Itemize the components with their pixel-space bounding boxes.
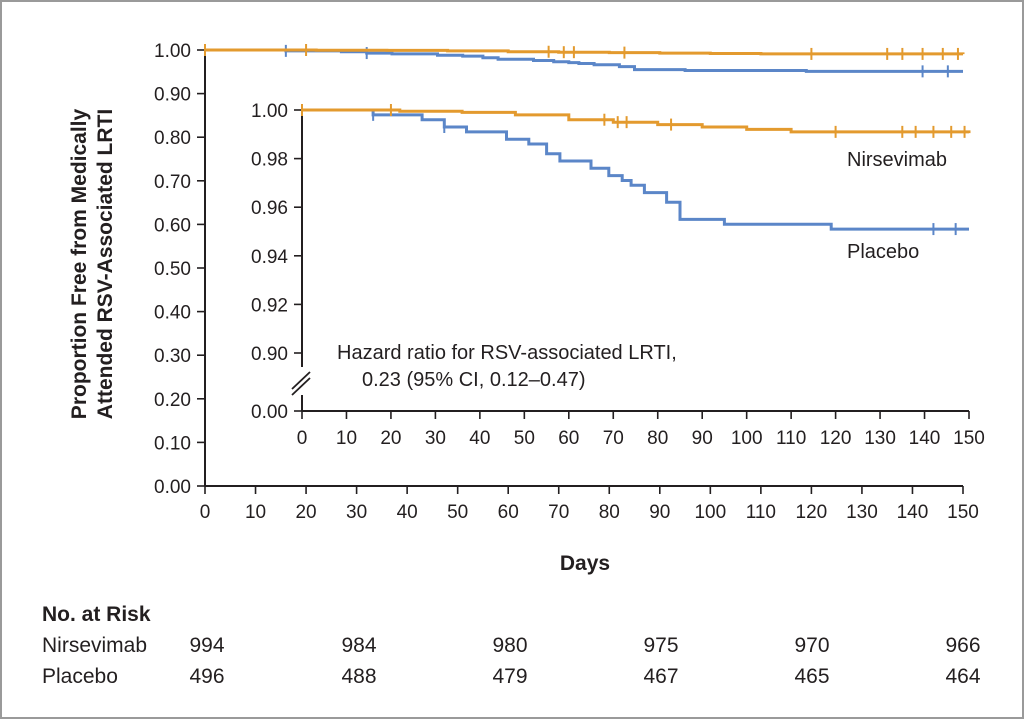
- inset-x-tick-label: 30: [425, 428, 446, 449]
- inset-y-tick-label: 0.98: [251, 150, 288, 171]
- inset-x-tick-label: 110: [776, 428, 806, 449]
- main-x-tick-label: 50: [447, 502, 468, 523]
- series-label-placebo: Placebo: [847, 241, 919, 263]
- axis-break-mark: [291, 371, 311, 390]
- risk-table-title: No. at Risk: [42, 603, 151, 626]
- inset-y-tick-label: 0.96: [251, 198, 288, 219]
- risk-cell: 966: [945, 634, 980, 657]
- risk-table: No. at Risk Nirsevimab 994 984 980 975 970 966…: [42, 603, 981, 688]
- main-x-tick-label: 110: [746, 502, 776, 523]
- main-x-tick-label: 80: [599, 502, 620, 523]
- main-curve-nirsevimab: [205, 48, 965, 56]
- main-axes: 0.00 0.10 0.20 0.30 0.40 0.50 0.60 0.70 0.80 0.90…: [154, 41, 979, 523]
- main-y-tick-label: 0.80: [154, 128, 191, 149]
- inset-x-tick-label: 80: [647, 428, 668, 449]
- main-x-tick-label: 20: [295, 502, 316, 523]
- inset-x-tick-label: 130: [864, 428, 896, 449]
- main-y-tick-label: 0.50: [154, 259, 191, 280]
- axis-break-mark: [291, 377, 311, 396]
- inset-curves: [301, 104, 971, 236]
- risk-cell: 980: [492, 634, 527, 657]
- hazard-ratio-line1: Hazard ratio for RSV-associated LRTI,: [337, 342, 677, 364]
- risk-cell: 975: [643, 634, 678, 657]
- inset-axes: 1.00 0.98 0.96 0.94 0.92 0.90 0.00 0 10 20 30 40 50 6…: [251, 101, 985, 449]
- inset-y-tick-label: 0.90: [251, 344, 288, 365]
- main-y-tick-label: 0.20: [154, 390, 191, 411]
- main-x-tick-label: 60: [498, 502, 519, 523]
- inset-x-tick-label: 140: [909, 428, 941, 449]
- main-x-tick-label: 30: [346, 502, 367, 523]
- main-y-tick-label: 0.70: [154, 172, 191, 193]
- main-curves: [204, 44, 965, 78]
- main-x-tick-label: 90: [649, 502, 670, 523]
- inset-y-tick-label: 1.00: [251, 101, 288, 122]
- inset-curve-nirsevimab: [302, 108, 971, 134]
- main-x-tick-label: 120: [796, 502, 828, 523]
- main-x-tick-label: 100: [694, 502, 726, 523]
- main-x-tick-label: 10: [245, 502, 266, 523]
- risk-cell: 464: [945, 665, 980, 688]
- x-axis-title: Days: [560, 552, 610, 575]
- main-x-tick-label: 150: [947, 502, 979, 523]
- inset-x-tick-label: 90: [692, 428, 713, 449]
- series-label-nirsevimab: Nirsevimab: [847, 149, 947, 171]
- risk-cell: 479: [492, 665, 527, 688]
- main-x-tick-label: 40: [397, 502, 418, 523]
- risk-cell: 994: [189, 634, 224, 657]
- inset-y-tick-label: 0.92: [251, 295, 288, 316]
- risk-row-label: Nirsevimab: [42, 634, 147, 657]
- inset-x-tick-label: 20: [380, 428, 401, 449]
- main-y-tick-label: 0.30: [154, 346, 191, 367]
- inset-x-tick-label: 50: [514, 428, 535, 449]
- main-x-tick-label: 130: [846, 502, 878, 523]
- inset-y-tick-label-zero: 0.00: [251, 402, 288, 423]
- risk-cell: 984: [341, 634, 376, 657]
- inset-x-tick-label: 120: [820, 428, 852, 449]
- risk-cell: 970: [794, 634, 829, 657]
- main-y-tick-label: 0.40: [154, 303, 191, 324]
- main-y-tick-label: 0.60: [154, 215, 191, 236]
- inset-x-tick-label: 0: [297, 428, 308, 449]
- inset-x-tick-label: 150: [953, 428, 985, 449]
- main-y-tick-label: 1.00: [154, 41, 191, 62]
- risk-cell: 465: [794, 665, 829, 688]
- y-axis-title-line1: Proportion Free from Medically: [68, 108, 91, 419]
- hazard-ratio-line2: 0.23 (95% CI, 0.12–0.47): [362, 369, 585, 391]
- main-x-tick-label: 140: [897, 502, 929, 523]
- inset-x-tick-label: 10: [336, 428, 357, 449]
- main-y-tick-label: 0.90: [154, 85, 191, 106]
- inset-x-tick-label: 40: [469, 428, 490, 449]
- risk-cell: 467: [643, 665, 678, 688]
- risk-cell: 496: [189, 665, 224, 688]
- main-x-tick-label: 0: [200, 502, 211, 523]
- inset-x-tick-label: 70: [603, 428, 624, 449]
- risk-cell: 488: [341, 665, 376, 688]
- inset-x-tick-label: 60: [558, 428, 579, 449]
- inset-x-tick-label: 100: [731, 428, 763, 449]
- main-y-tick-label: 0.00: [154, 477, 191, 498]
- risk-row-label: Placebo: [42, 665, 118, 688]
- inset-y-tick-label: 0.94: [251, 247, 288, 268]
- main-x-tick-label: 70: [548, 502, 569, 523]
- y-axis-title-line2: Attended RSV-Associated LRTI: [94, 109, 117, 419]
- main-y-tick-label: 0.10: [154, 433, 191, 454]
